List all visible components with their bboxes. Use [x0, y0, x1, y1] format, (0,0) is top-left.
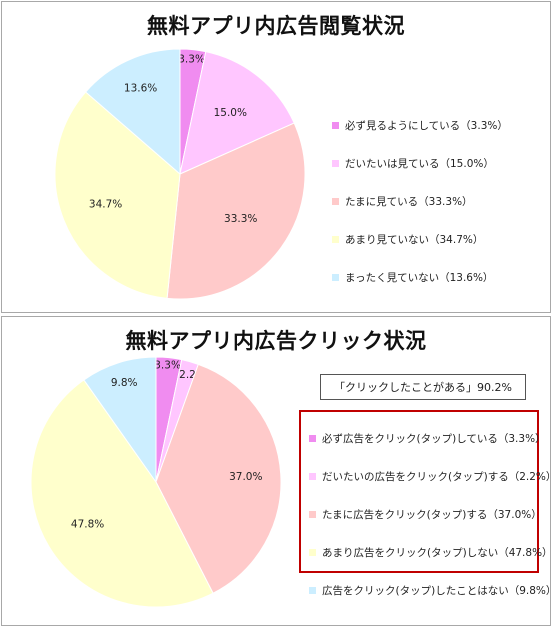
pie-chart-ad-viewing: 3.3% 15.0% 33.3% 34.7% 13.6%: [54, 48, 306, 300]
pie-slice: [179, 51, 295, 175]
pie-slice-label: 3.3%: [178, 54, 205, 66]
chart-title: 無料アプリ内広告閲覧状況: [147, 14, 405, 38]
pie-slice-label: 37.0%: [229, 471, 262, 483]
pie-slice-label: 34.7%: [89, 198, 122, 210]
pie-slice: [83, 356, 157, 484]
pie-slice-label: 9.8%: [111, 377, 138, 389]
pie-slice: [54, 91, 181, 299]
pie-slice: [30, 379, 214, 608]
pie-slice-label: 33.3%: [224, 213, 257, 225]
pie-chart-ad-clicks: 3.3%2.2%37.0%47.8%9.8%: [30, 356, 282, 608]
pie-slice-label: 13.6%: [124, 83, 157, 95]
chart-panel-ad-viewing: 無料アプリ内広告閲覧状況 3.3% 15.0% 33.3% 34.7% 13.6% 必ず…: [1, 1, 551, 313]
pie-slice-label: 15.0%: [214, 107, 247, 119]
chart-title: 無料アプリ内広告クリック状況: [125, 329, 427, 353]
pie-slice: [155, 363, 282, 594]
pie-slice-label: 3.3%: [154, 360, 181, 372]
clicked-total-annotation: 「クリックしたことがある」90.2%: [320, 374, 526, 400]
pie-slice: [166, 122, 306, 300]
clicked-group-highlight-box: [299, 410, 539, 573]
pie-slice: [84, 48, 181, 176]
chart-panel-ad-clicks: 無料アプリ内広告クリック状況 3.3% 2.2% 37.0% 47.8% 9.8% 「ク…: [1, 316, 554, 626]
pie-slice-label: 47.8%: [71, 518, 104, 530]
